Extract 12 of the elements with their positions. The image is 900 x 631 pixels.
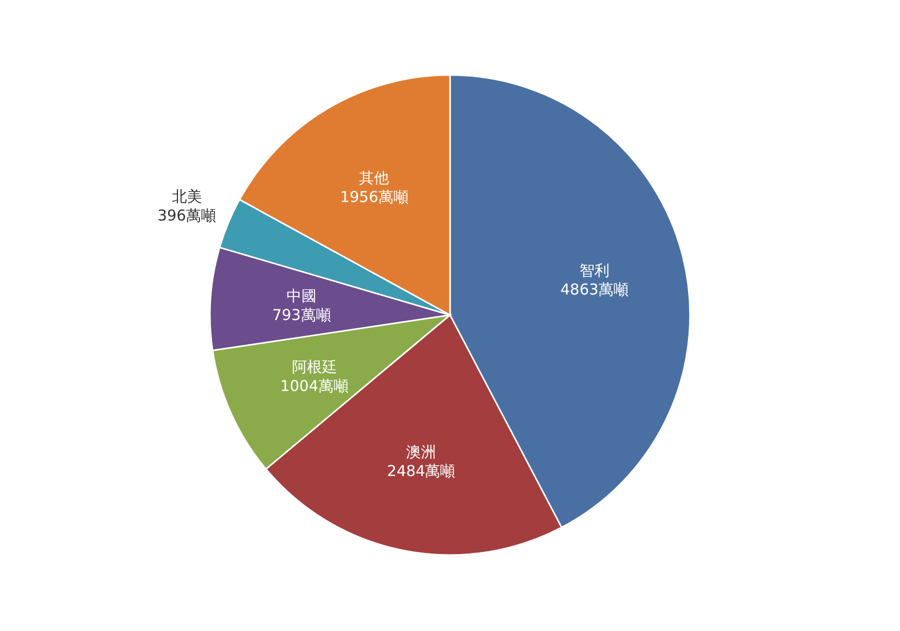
data-label: 396萬噸 — [157, 206, 216, 225]
slice-label: 中國 — [286, 286, 317, 305]
data-label: 2484萬噸 — [387, 462, 456, 480]
slice-label: 北美 — [172, 188, 202, 206]
data-label: 1004萬噸 — [280, 377, 348, 396]
data-label: 793萬噸 — [272, 306, 331, 324]
data-label: 4863萬噸 — [560, 280, 629, 298]
slice-label: 智利 — [579, 261, 610, 280]
slice-label: 阿根廷 — [292, 358, 337, 376]
slice-label: 其他 — [359, 168, 390, 187]
data-label: 1956萬噸 — [340, 188, 408, 206]
slice-label: 澳洲 — [406, 442, 436, 461]
